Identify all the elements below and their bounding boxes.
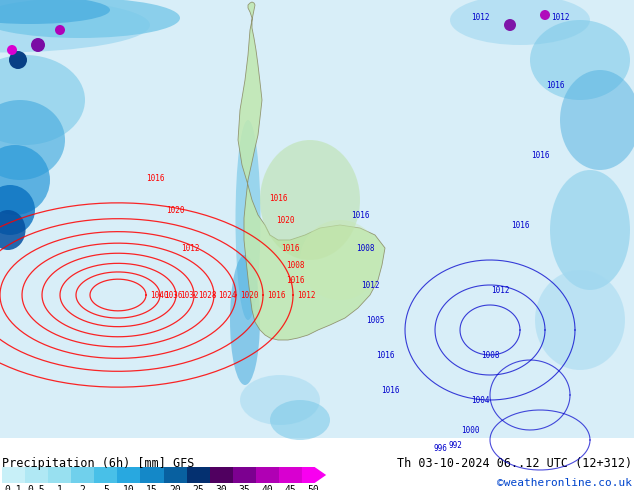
Text: 996: 996 — [433, 443, 447, 452]
Text: 45: 45 — [285, 485, 296, 490]
Bar — [279, 467, 302, 483]
Text: 1005: 1005 — [366, 316, 384, 324]
Text: 1012: 1012 — [297, 291, 316, 299]
Text: 40: 40 — [261, 485, 273, 490]
Ellipse shape — [235, 120, 261, 320]
Text: 5: 5 — [103, 485, 109, 490]
Text: 1032: 1032 — [180, 291, 198, 299]
Text: 10: 10 — [123, 485, 135, 490]
Ellipse shape — [230, 255, 260, 385]
Bar — [164, 467, 186, 483]
Bar — [0, 0, 634, 438]
Ellipse shape — [535, 270, 625, 370]
Text: 1016: 1016 — [146, 173, 164, 182]
Bar — [117, 467, 140, 483]
Ellipse shape — [0, 145, 50, 215]
Bar — [25, 467, 48, 483]
Text: 1016: 1016 — [381, 386, 399, 394]
Text: 1012: 1012 — [551, 14, 569, 23]
Text: 20: 20 — [169, 485, 181, 490]
Ellipse shape — [0, 0, 110, 24]
Ellipse shape — [0, 185, 35, 235]
Text: 1024: 1024 — [218, 291, 236, 299]
Ellipse shape — [0, 55, 85, 145]
Ellipse shape — [530, 20, 630, 100]
Text: 1004: 1004 — [471, 395, 489, 405]
Text: 1016: 1016 — [267, 291, 285, 299]
Ellipse shape — [0, 0, 150, 52]
Polygon shape — [238, 2, 385, 340]
Bar — [256, 467, 279, 483]
Text: 1008: 1008 — [481, 350, 499, 360]
Ellipse shape — [0, 100, 65, 180]
Polygon shape — [302, 467, 326, 483]
Text: 1008: 1008 — [286, 261, 304, 270]
Ellipse shape — [540, 10, 550, 20]
Ellipse shape — [0, 210, 25, 250]
Ellipse shape — [9, 51, 27, 69]
Text: 1012: 1012 — [471, 14, 489, 23]
Text: 1012: 1012 — [181, 244, 199, 252]
Ellipse shape — [270, 400, 330, 440]
Text: ©weatheronline.co.uk: ©weatheronline.co.uk — [497, 478, 632, 488]
Ellipse shape — [31, 38, 45, 52]
Ellipse shape — [504, 19, 516, 31]
Bar — [233, 467, 256, 483]
Text: 25: 25 — [192, 485, 204, 490]
Text: 1012: 1012 — [491, 286, 509, 294]
Text: 1016: 1016 — [376, 350, 394, 360]
Bar — [140, 467, 164, 483]
Text: 0.1: 0.1 — [4, 485, 22, 490]
Text: 1008: 1008 — [356, 244, 374, 252]
Text: 1000: 1000 — [461, 425, 479, 435]
Text: 15: 15 — [146, 485, 158, 490]
Text: 1020: 1020 — [165, 205, 184, 215]
Ellipse shape — [7, 45, 17, 55]
Text: 1016: 1016 — [531, 150, 549, 160]
Text: 2: 2 — [80, 485, 86, 490]
Text: 1016: 1016 — [286, 275, 304, 285]
Bar — [71, 467, 94, 483]
Text: 1: 1 — [56, 485, 63, 490]
Ellipse shape — [0, 0, 180, 38]
Text: Th 03-10-2024 06..12 UTC (12+312): Th 03-10-2024 06..12 UTC (12+312) — [397, 457, 632, 470]
Text: 1040: 1040 — [150, 291, 169, 299]
Bar — [48, 467, 71, 483]
Text: 30: 30 — [216, 485, 227, 490]
Text: 1012: 1012 — [361, 280, 379, 290]
Text: 1016: 1016 — [281, 244, 299, 252]
Text: 1016: 1016 — [269, 194, 287, 202]
Text: 35: 35 — [238, 485, 250, 490]
Ellipse shape — [260, 140, 360, 260]
Ellipse shape — [450, 0, 590, 45]
Text: 1020: 1020 — [240, 291, 259, 299]
Text: 50: 50 — [307, 485, 320, 490]
Text: 1020: 1020 — [276, 216, 294, 224]
Text: 1016: 1016 — [546, 80, 564, 90]
Text: 0.5: 0.5 — [28, 485, 46, 490]
Ellipse shape — [550, 170, 630, 290]
Text: 1016: 1016 — [511, 220, 529, 229]
Ellipse shape — [560, 70, 634, 170]
Bar — [186, 467, 210, 483]
Ellipse shape — [55, 25, 65, 35]
Bar — [2, 467, 25, 483]
Bar — [0, 438, 634, 490]
Ellipse shape — [240, 375, 320, 425]
Text: 1016: 1016 — [351, 211, 369, 220]
Text: 1036: 1036 — [164, 291, 183, 299]
Text: Precipitation (6h) [mm] GFS: Precipitation (6h) [mm] GFS — [2, 457, 195, 470]
Text: 1028: 1028 — [198, 291, 216, 299]
Bar — [210, 467, 233, 483]
Bar — [94, 467, 117, 483]
Text: 992: 992 — [448, 441, 462, 449]
Ellipse shape — [300, 220, 380, 300]
